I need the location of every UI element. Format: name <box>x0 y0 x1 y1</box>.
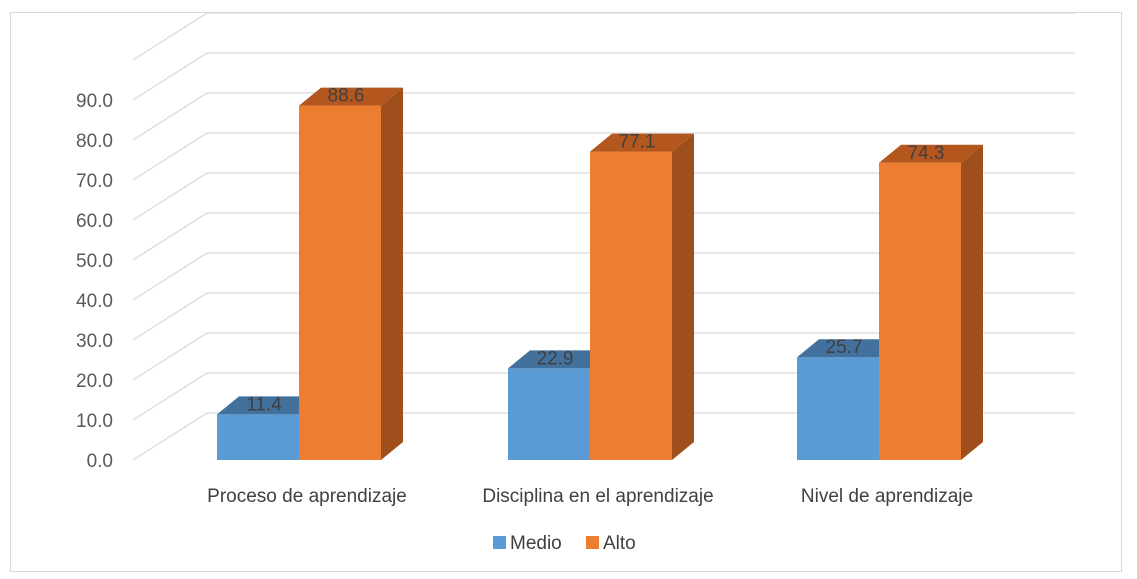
bar-alto-2 <box>590 133 694 460</box>
y-tick-label: 0.0 <box>87 451 113 472</box>
data-label: 25.7 <box>826 337 863 358</box>
bar-top <box>508 350 612 369</box>
category-label: Nivel de aprendizaje <box>801 486 973 507</box>
bars <box>217 87 983 461</box>
legend-swatch-alto <box>586 536 599 549</box>
y-tick-label: 70.0 <box>76 171 113 192</box>
y-tick-label: 50.0 <box>76 251 113 272</box>
y-tick-label: 20.0 <box>76 371 113 392</box>
data-label: 11.4 <box>246 394 282 415</box>
x-axis-categories: Proceso de aprendizaje Disciplina en el a… <box>207 486 973 507</box>
data-label: 74.3 <box>908 143 945 164</box>
y-tick-label: 90.0 <box>76 91 113 112</box>
bar-front <box>797 357 879 460</box>
bar-side <box>672 133 694 460</box>
bar-front <box>508 368 590 460</box>
gridline <box>132 332 1075 381</box>
legend-swatch-medio <box>493 536 506 549</box>
legend-label-alto: Alto <box>603 533 636 554</box>
gridline <box>132 252 1075 301</box>
y-tick-label: 30.0 <box>76 331 113 352</box>
bar-medio-1 <box>217 396 321 460</box>
legend-label-medio: Medio <box>510 533 562 554</box>
bar-top <box>590 133 694 152</box>
bar-top <box>217 396 321 415</box>
data-labels: 11.4 88.6 22.9 77.1 25.7 74.3 <box>246 86 944 416</box>
y-tick-label: 40.0 <box>76 291 113 312</box>
bar-front <box>590 151 672 460</box>
bar-top <box>299 87 403 106</box>
bar-front <box>879 162 961 461</box>
data-label: 77.1 <box>619 132 656 153</box>
gridline <box>132 172 1075 221</box>
gridline <box>132 52 1075 101</box>
gridline <box>132 92 1075 141</box>
y-tick-label: 60.0 <box>76 211 113 232</box>
bar-side <box>381 87 403 460</box>
bar-top <box>797 339 901 358</box>
gridline <box>132 12 1075 61</box>
gridline <box>132 132 1075 181</box>
gridline <box>132 372 1075 421</box>
bar-front <box>299 105 381 460</box>
bar-side <box>961 144 983 461</box>
category-label: Disciplina en el aprendizaje <box>482 486 713 507</box>
y-axis-ticks: 0.0 10.0 20.0 30.0 40.0 50.0 60.0 70.0 80.0 90.0 <box>76 91 113 472</box>
data-label: 22.9 <box>537 348 574 369</box>
y-tick-label: 10.0 <box>76 411 113 432</box>
bar-top <box>879 144 983 163</box>
grid-lines <box>132 12 1075 461</box>
y-tick-label: 80.0 <box>76 131 113 152</box>
category-label: Proceso de aprendizaje <box>207 486 407 507</box>
gridline <box>132 292 1075 341</box>
legend: Medio Alto <box>493 533 636 554</box>
bar-front <box>217 414 299 460</box>
bar-alto-3 <box>879 144 983 461</box>
data-label: 88.6 <box>328 86 365 107</box>
gridline <box>132 212 1075 261</box>
bar-alto-1 <box>299 87 403 460</box>
gridline <box>132 412 1075 461</box>
